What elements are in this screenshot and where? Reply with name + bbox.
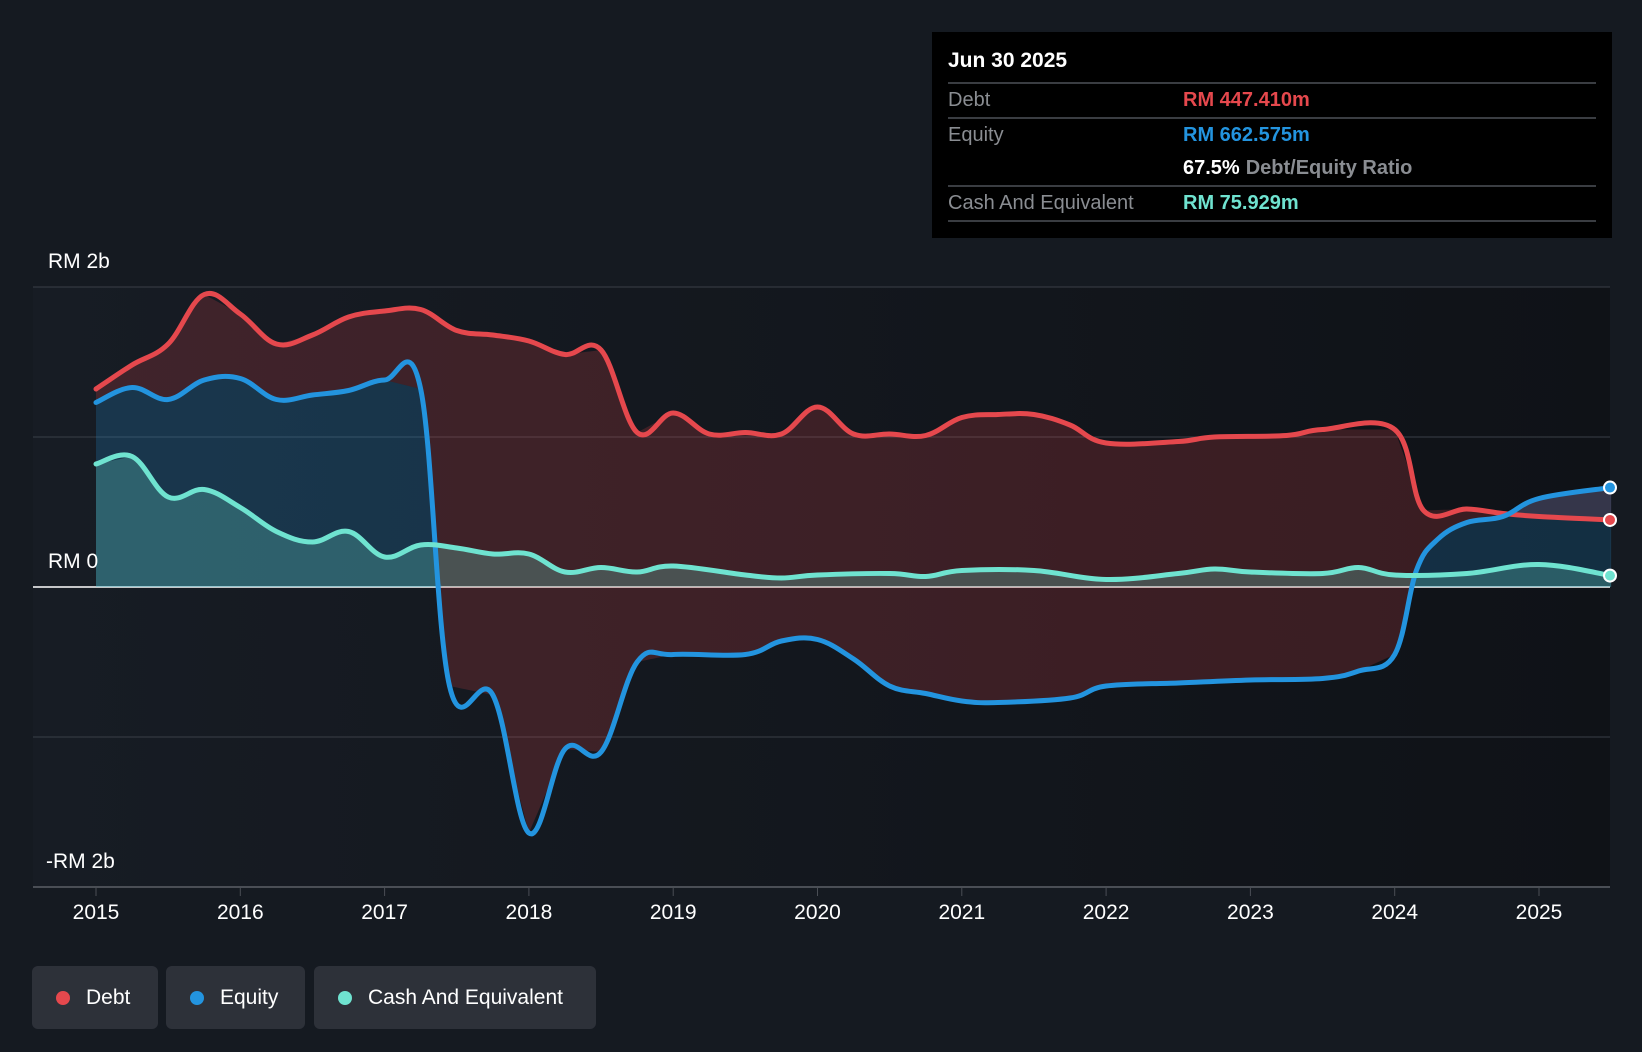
debt-line — [93, 290, 1614, 523]
equity-line — [93, 359, 1614, 837]
cash-end-marker — [1603, 568, 1617, 583]
tooltip-ratio-label: Debt/Equity Ratio — [1245, 157, 1413, 179]
tooltip-date: Jun 30 2025 — [948, 46, 1596, 84]
x-tick-label: 2017 — [361, 901, 408, 924]
tooltip-label: Cash And Equivalent — [948, 192, 1134, 214]
debt-area — [96, 295, 1612, 833]
x-tick-label: 2015 — [73, 901, 120, 924]
legend-dot-icon — [56, 990, 70, 1005]
equity-area — [96, 378, 1612, 587]
equity-end-marker — [1603, 480, 1617, 495]
legend-label: Debt — [86, 985, 131, 1009]
x-tick-label: 2019 — [650, 901, 697, 924]
tooltip-debt-value: RM 447.410m — [1183, 89, 1310, 111]
debt-end-marker — [1603, 512, 1617, 527]
x-tick-label: 2023 — [1227, 901, 1274, 924]
x-tick-label: 2021 — [938, 901, 985, 924]
tooltip-ratio-value: 67.5% — [1183, 157, 1240, 179]
y-tick-label-top: RM 2b — [48, 250, 110, 273]
legend-item-equity[interactable]: Equity — [166, 966, 305, 1029]
y-tick-label-zero: RM 0 — [48, 550, 99, 573]
x-tick-label: 2022 — [1083, 901, 1130, 924]
y-tick-label-bottom: -RM 2b — [46, 850, 115, 873]
tooltip-panel: Jun 30 2025 Debt RM 447.410m Equity RM 6… — [932, 32, 1612, 238]
tooltip-row-equity: Equity RM 662.575m — [948, 119, 1596, 152]
tooltip-cash-value: RM 75.929m — [1183, 192, 1299, 214]
tooltip-row-ratio: 67.5% Debt/Equity Ratio — [948, 152, 1596, 187]
tooltip-label: Debt — [948, 89, 991, 111]
tooltip-row-cash: Cash And Equivalent RM 75.929m — [948, 187, 1596, 222]
tooltip-row-debt: Debt RM 447.410m — [948, 84, 1596, 119]
cash-line — [93, 452, 1614, 583]
legend-label: Equity — [220, 985, 279, 1009]
x-tick-label: 2016 — [217, 901, 264, 924]
legend-dot-icon — [190, 990, 204, 1005]
x-tick-label: 2024 — [1371, 901, 1418, 924]
legend-dot-icon — [338, 990, 352, 1005]
tooltip-label — [948, 152, 1183, 185]
cash-area — [96, 456, 1612, 587]
tooltip-label: Equity — [948, 124, 1004, 146]
legend-item-debt[interactable]: Debt — [32, 966, 158, 1029]
x-tick-label: 2018 — [506, 901, 553, 924]
legend-item-cash[interactable]: Cash And Equivalent — [314, 966, 596, 1029]
legend-label: Cash And Equivalent — [368, 985, 563, 1009]
tooltip-equity-value: RM 662.575m — [1183, 124, 1310, 146]
x-tick-label: 2025 — [1516, 901, 1563, 924]
x-tick-label: 2020 — [794, 901, 841, 924]
